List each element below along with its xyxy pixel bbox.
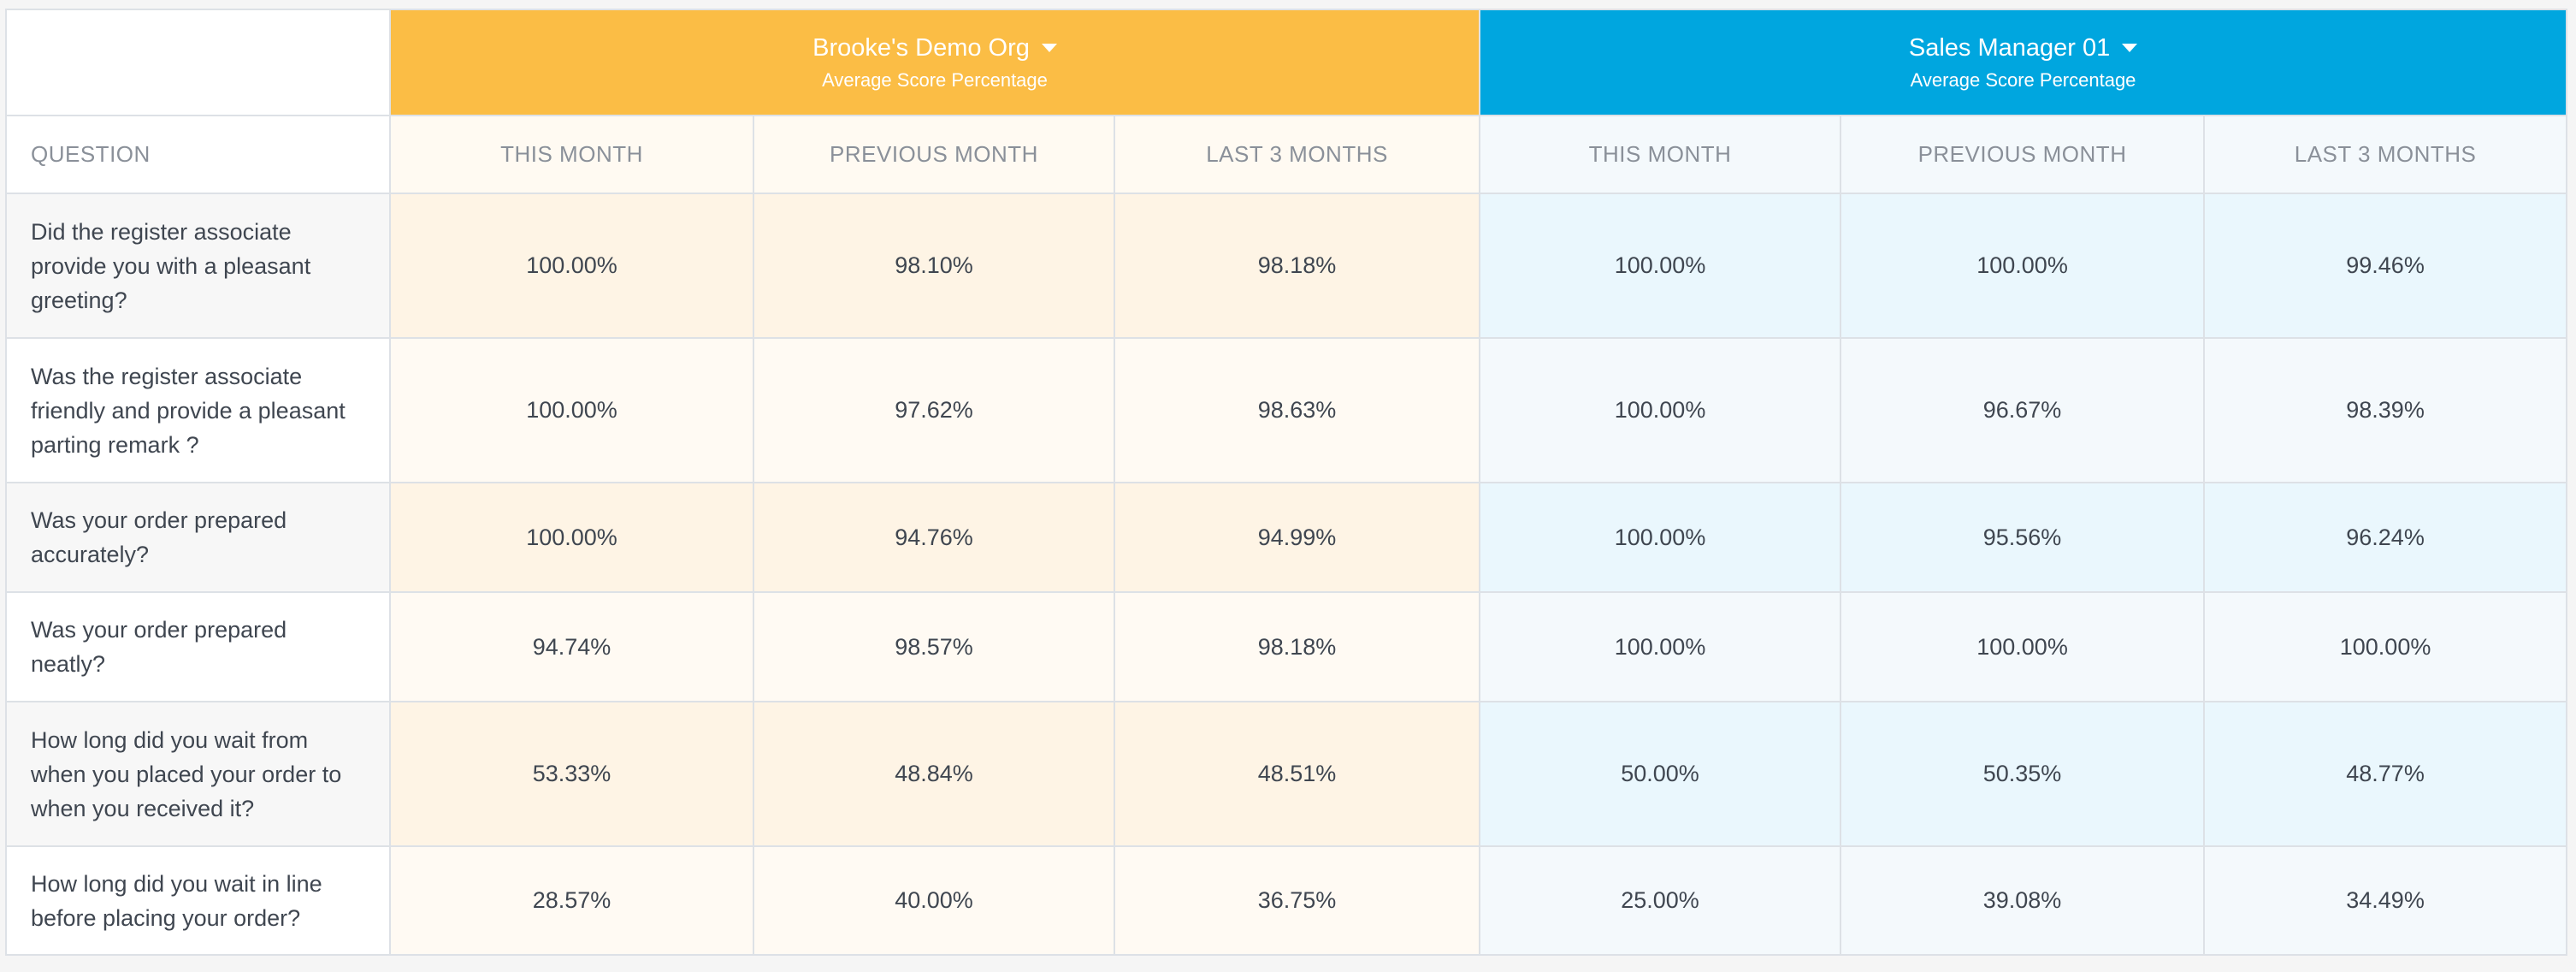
score-cell: 98.18% [1113, 193, 1481, 339]
score-cell: 48.51% [1113, 701, 1481, 847]
score-cell: 98.63% [1113, 337, 1481, 483]
table-row: How long did you wait from when you plac… [5, 701, 2568, 847]
score-cell: 39.08% [1840, 845, 2206, 956]
group-subtitle: Average Score Percentage [1910, 68, 2136, 91]
score-cell: 100.00% [389, 193, 754, 339]
column-header: QUESTION [5, 115, 391, 194]
score-cell: 28.57% [389, 845, 754, 956]
score-cell: 99.46% [2203, 193, 2568, 339]
score-cell: 53.33% [389, 701, 754, 847]
score-cell: 96.67% [1840, 337, 2206, 483]
question-cell: Was your order prepared accurately? [5, 482, 391, 593]
table-row: Did the register associate provide you w… [5, 193, 2568, 339]
score-cell: 96.24% [2203, 482, 2568, 593]
score-cell: 95.56% [1840, 482, 2206, 593]
score-cell: 98.18% [1113, 591, 1481, 702]
score-cell: 100.00% [1479, 193, 1842, 339]
score-cell: 40.00% [753, 845, 1115, 956]
score-table-panel: Brooke's Demo Org Average Score Percentag… [5, 9, 2568, 956]
score-cell: 98.57% [753, 591, 1115, 702]
score-cell: 100.00% [2203, 591, 2568, 702]
group-title-dropdown[interactable]: Brooke's Demo Org [812, 34, 1057, 62]
column-header: PREVIOUS MONTH [753, 115, 1115, 194]
column-header: PREVIOUS MONTH [1840, 115, 2206, 194]
score-cell: 50.00% [1479, 701, 1842, 847]
score-cell: 34.49% [2203, 845, 2568, 956]
group-title-dropdown[interactable]: Sales Manager 01 [1909, 34, 2137, 62]
score-cell: 100.00% [389, 482, 754, 593]
score-table: Brooke's Demo Org Average Score Percentag… [5, 9, 2568, 956]
group-header-row: Brooke's Demo Org Average Score Percentag… [5, 9, 2568, 116]
table-row: Was your order prepared accurately? 100.0… [5, 482, 2568, 593]
score-cell: 100.00% [1479, 337, 1842, 483]
table-row: Was the register associate friendly and … [5, 337, 2568, 483]
column-header: THIS MONTH [1479, 115, 1842, 194]
score-cell: 94.74% [389, 591, 754, 702]
score-cell: 25.00% [1479, 845, 1842, 956]
score-cell: 48.77% [2203, 701, 2568, 847]
question-cell: How long did you wait from when you plac… [5, 701, 391, 847]
question-cell: Was your order prepared neatly? [5, 591, 391, 702]
table-row: How long did you wait in line before pla… [5, 845, 2568, 956]
question-cell: Was the register associate friendly and … [5, 337, 391, 483]
score-cell: 94.99% [1113, 482, 1481, 593]
column-header: LAST 3 MONTHS [2203, 115, 2568, 194]
table-row: Was your order prepared neatly? 94.74% 98.… [5, 591, 2568, 702]
corner-cell [5, 9, 391, 116]
score-cell: 48.84% [753, 701, 1115, 847]
score-cell: 98.39% [2203, 337, 2568, 483]
column-header: THIS MONTH [389, 115, 754, 194]
group-header: Sales Manager 01 Average Score Percentage [1479, 9, 2568, 116]
group-subtitle: Average Score Percentage [822, 68, 1048, 91]
group-header: Brooke's Demo Org Average Score Percentag… [388, 9, 1481, 116]
score-cell: 100.00% [1840, 193, 2206, 339]
question-cell: How long did you wait in line before pla… [5, 845, 391, 956]
score-cell: 94.76% [753, 482, 1115, 593]
score-cell: 100.00% [1479, 482, 1842, 593]
score-cell: 100.00% [1479, 591, 1842, 702]
score-cell: 100.00% [1840, 591, 2206, 702]
score-cell: 100.00% [389, 337, 754, 483]
score-cell: 50.35% [1840, 701, 2206, 847]
column-header-row: QUESTION THIS MONTH PREVIOUS MONTH LAST 3 M… [5, 115, 2568, 194]
score-cell: 98.10% [753, 193, 1115, 339]
column-header: LAST 3 MONTHS [1113, 115, 1481, 194]
score-cell: 97.62% [753, 337, 1115, 483]
question-cell: Did the register associate provide you w… [5, 193, 391, 339]
score-cell: 36.75% [1113, 845, 1481, 956]
